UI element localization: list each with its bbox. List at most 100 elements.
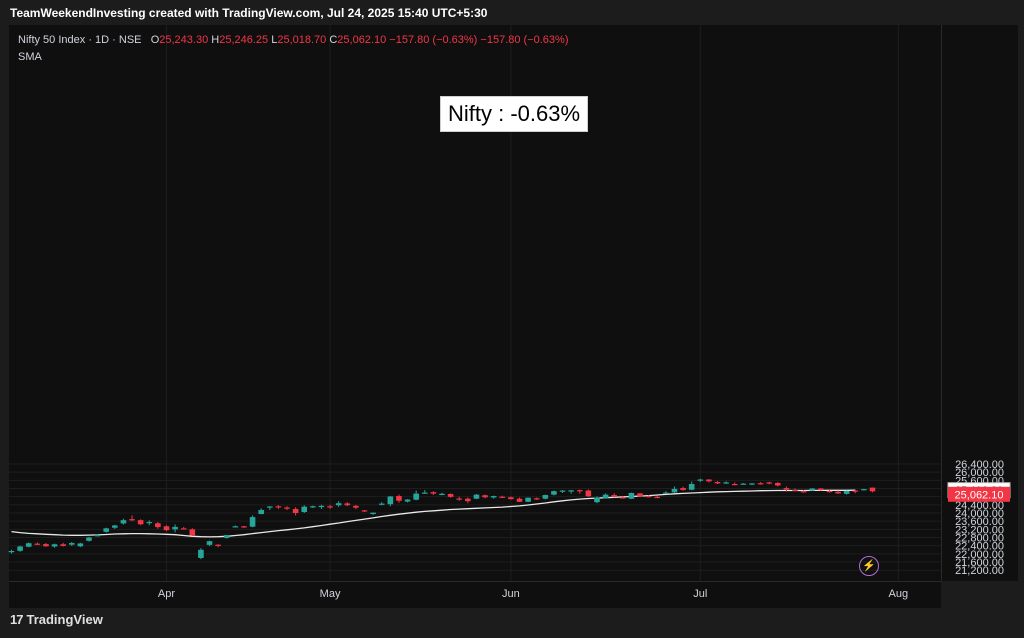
price-tick-label: 23,200.00 — [955, 524, 1004, 536]
candle-up — [120, 520, 127, 524]
time-tick-label: May — [320, 588, 341, 600]
time-tick-label: Jul — [693, 588, 707, 600]
price-tick-label: 24,000.00 — [955, 508, 1004, 520]
candle-up — [103, 528, 110, 532]
credit-text: TeamWeekendInvesting created with Tradin… — [10, 6, 488, 20]
candle-up — [68, 543, 75, 545]
price-tick-label: 21,200.00 — [955, 565, 1004, 577]
candle-up — [542, 495, 549, 499]
last-price-text: 25,062.10 — [955, 489, 1004, 501]
candle-down — [189, 529, 196, 536]
candle-down — [482, 495, 488, 498]
candle-up — [172, 526, 178, 530]
candle-down — [714, 481, 721, 484]
price-tick-label: 22,400.00 — [955, 541, 1004, 553]
candle-up — [439, 493, 445, 496]
candle-down — [731, 484, 738, 486]
candle-down — [680, 488, 686, 490]
candle-up — [206, 541, 213, 545]
candle-down — [137, 520, 144, 525]
candle-up — [258, 509, 264, 515]
candle-down — [637, 493, 643, 497]
candle-down — [757, 483, 764, 485]
candle-down — [447, 494, 454, 497]
open-label: O — [150, 34, 160, 46]
candle-up — [146, 521, 153, 524]
candle-up — [404, 499, 411, 502]
candle-up — [568, 490, 574, 492]
ohlc-legend: Nifty 50 Index · 1D · NSE O25,243.30 H25… — [18, 34, 569, 46]
high-label: H — [211, 34, 220, 46]
candle-up — [490, 496, 497, 498]
candle-up — [740, 483, 747, 485]
candle-down — [792, 489, 798, 491]
high-value: 25,246.25 — [219, 34, 269, 46]
candle-up — [335, 503, 342, 506]
candle-up — [749, 483, 755, 485]
candle-up — [421, 492, 428, 494]
candle-down — [456, 498, 463, 500]
change-value-2: −157.80 (−0.63%) — [480, 34, 569, 46]
candle-down — [353, 505, 359, 508]
candle-up — [594, 497, 600, 503]
candle-down — [361, 510, 368, 512]
logo-text: TradingView — [26, 612, 103, 627]
candle-up — [697, 479, 704, 481]
candle-up — [413, 493, 419, 500]
candle-down — [241, 526, 247, 528]
open-value: 25,243.30 — [159, 34, 209, 46]
price-tick-label: 26,400.00 — [955, 459, 1004, 471]
candle-down — [533, 498, 540, 500]
low-value: 25,018.70 — [277, 34, 327, 46]
candle-down — [818, 488, 824, 491]
tradingview-logo: 17 TradingView — [10, 612, 103, 627]
change-value: −157.80 (−0.63%) — [389, 34, 478, 46]
candle-down — [611, 495, 617, 497]
candle-down — [215, 544, 221, 546]
candle-down — [34, 543, 41, 545]
candle-down — [163, 526, 170, 531]
candle-down — [60, 544, 66, 546]
candle-up — [628, 492, 635, 499]
candle-down — [852, 490, 859, 492]
candle-up — [267, 506, 273, 508]
candle-down — [783, 488, 790, 490]
candle-down — [706, 479, 712, 482]
time-axis[interactable] — [9, 581, 941, 608]
low-label: L — [271, 34, 278, 46]
candle-up — [387, 496, 394, 505]
candle-down — [826, 490, 833, 493]
price-tick-label: 21,600.00 — [955, 557, 1004, 569]
candle-up — [249, 517, 256, 527]
candle-down — [43, 544, 49, 547]
candle-down — [835, 491, 841, 494]
symbol-label[interactable]: Nifty 50 Index · 1D · NSE — [18, 34, 142, 46]
tv-logo-icon: 17 — [10, 612, 24, 627]
time-tick-label: Apr — [158, 588, 175, 600]
candle-down — [284, 507, 290, 509]
candle-up — [688, 484, 695, 490]
candle-down — [430, 492, 437, 494]
lightning-icon[interactable]: ⚡ — [859, 556, 879, 576]
candle-up — [223, 535, 230, 538]
candle-down — [155, 523, 161, 528]
candle-up — [671, 488, 678, 493]
candle-down — [180, 528, 187, 530]
price-tick-label: 23,600.00 — [955, 516, 1004, 528]
candle-up — [525, 497, 531, 502]
candle-up — [86, 537, 92, 541]
candle-down — [585, 490, 592, 497]
time-tick-label: Aug — [889, 588, 909, 600]
sma-indicator-label[interactable]: SMA — [18, 51, 42, 63]
candle-up — [25, 543, 32, 547]
candle-up — [378, 503, 385, 505]
price-tick-label: 26,000.00 — [955, 467, 1004, 479]
sma-line — [11, 489, 856, 538]
candle-up — [551, 491, 557, 495]
candle-down — [869, 487, 876, 492]
candle-down — [645, 496, 652, 498]
candle-up — [112, 525, 118, 528]
candle-down — [620, 497, 626, 499]
